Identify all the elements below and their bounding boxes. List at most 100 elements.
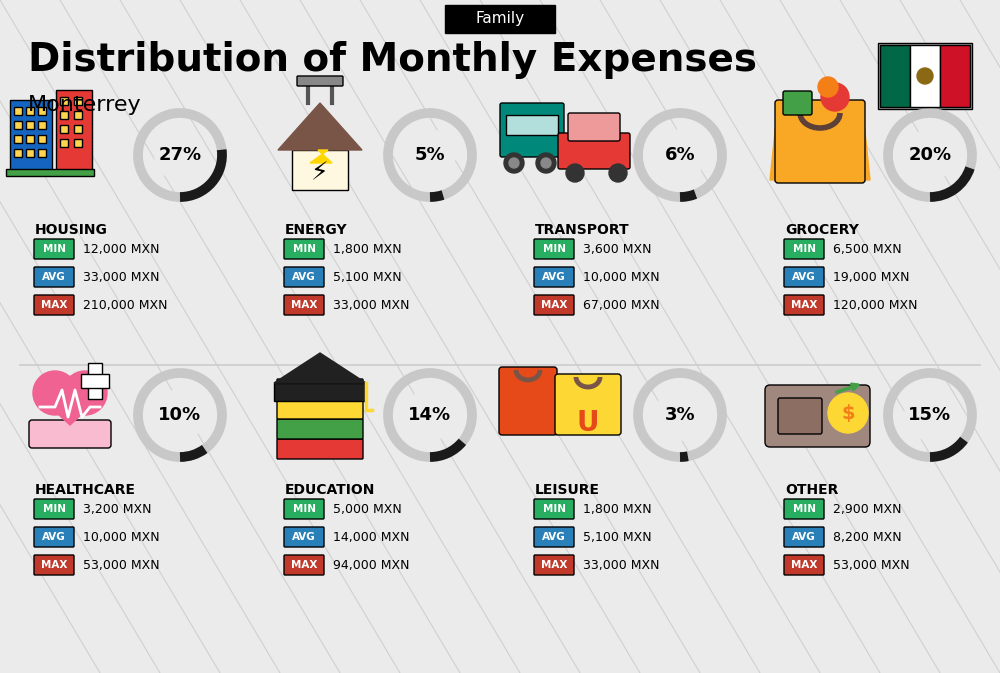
- Text: MIN: MIN: [542, 504, 566, 514]
- Text: MIN: MIN: [42, 504, 66, 514]
- FancyBboxPatch shape: [940, 45, 970, 107]
- FancyBboxPatch shape: [277, 399, 363, 419]
- FancyBboxPatch shape: [14, 121, 22, 129]
- Circle shape: [655, 130, 705, 180]
- FancyBboxPatch shape: [499, 367, 557, 435]
- FancyBboxPatch shape: [284, 499, 324, 519]
- Text: 1,800 MXN: 1,800 MXN: [333, 242, 402, 256]
- Text: 53,000 MXN: 53,000 MXN: [833, 559, 910, 571]
- Text: 5,100 MXN: 5,100 MXN: [583, 530, 652, 544]
- FancyBboxPatch shape: [910, 45, 940, 107]
- FancyBboxPatch shape: [284, 555, 324, 575]
- Circle shape: [405, 130, 455, 180]
- Text: 5%: 5%: [415, 146, 445, 164]
- Circle shape: [405, 390, 455, 440]
- FancyBboxPatch shape: [274, 383, 366, 401]
- FancyBboxPatch shape: [506, 115, 558, 135]
- FancyBboxPatch shape: [784, 295, 824, 315]
- Text: 120,000 MXN: 120,000 MXN: [833, 299, 918, 312]
- Text: 14,000 MXN: 14,000 MXN: [333, 530, 410, 544]
- Circle shape: [818, 77, 838, 97]
- FancyBboxPatch shape: [14, 135, 22, 143]
- FancyBboxPatch shape: [34, 527, 74, 547]
- Circle shape: [905, 390, 955, 440]
- Circle shape: [566, 164, 584, 182]
- FancyBboxPatch shape: [34, 295, 74, 315]
- Text: Monterrey: Monterrey: [28, 95, 142, 115]
- Circle shape: [33, 371, 77, 415]
- Text: 12,000 MXN: 12,000 MXN: [83, 242, 160, 256]
- Circle shape: [609, 164, 627, 182]
- Circle shape: [63, 371, 107, 415]
- Text: AVG: AVG: [542, 272, 566, 282]
- Text: ENERGY: ENERGY: [285, 223, 348, 237]
- FancyBboxPatch shape: [534, 527, 574, 547]
- Text: 3,600 MXN: 3,600 MXN: [583, 242, 652, 256]
- Text: MAX: MAX: [791, 300, 817, 310]
- Text: ⚡: ⚡: [311, 161, 329, 185]
- FancyBboxPatch shape: [778, 398, 822, 434]
- FancyBboxPatch shape: [878, 43, 972, 109]
- FancyBboxPatch shape: [6, 169, 94, 176]
- Text: 5,100 MXN: 5,100 MXN: [333, 271, 402, 283]
- Text: MIN: MIN: [292, 504, 316, 514]
- FancyBboxPatch shape: [765, 385, 870, 447]
- Text: $: $: [841, 404, 855, 423]
- FancyBboxPatch shape: [74, 111, 82, 119]
- FancyBboxPatch shape: [784, 267, 824, 287]
- FancyBboxPatch shape: [277, 419, 363, 439]
- FancyBboxPatch shape: [14, 107, 22, 115]
- FancyBboxPatch shape: [10, 100, 52, 170]
- Text: EDUCATION: EDUCATION: [285, 483, 375, 497]
- Text: HOUSING: HOUSING: [35, 223, 108, 237]
- FancyBboxPatch shape: [292, 150, 348, 190]
- Text: MAX: MAX: [791, 560, 817, 570]
- FancyBboxPatch shape: [74, 97, 82, 105]
- Circle shape: [828, 393, 868, 433]
- Text: U: U: [577, 409, 599, 437]
- Text: MIN: MIN: [292, 244, 316, 254]
- Circle shape: [905, 130, 955, 180]
- Text: 6,500 MXN: 6,500 MXN: [833, 242, 902, 256]
- Text: MIN: MIN: [42, 244, 66, 254]
- Text: 210,000 MXN: 210,000 MXN: [83, 299, 168, 312]
- Polygon shape: [310, 150, 332, 163]
- Circle shape: [541, 158, 551, 168]
- FancyBboxPatch shape: [60, 139, 68, 147]
- Circle shape: [821, 83, 849, 111]
- Text: 94,000 MXN: 94,000 MXN: [333, 559, 410, 571]
- Text: AVG: AVG: [42, 532, 66, 542]
- FancyBboxPatch shape: [38, 121, 46, 129]
- FancyBboxPatch shape: [38, 149, 46, 157]
- FancyBboxPatch shape: [534, 267, 574, 287]
- FancyBboxPatch shape: [60, 125, 68, 133]
- Text: 5,000 MXN: 5,000 MXN: [333, 503, 402, 516]
- FancyBboxPatch shape: [784, 239, 824, 259]
- FancyBboxPatch shape: [34, 239, 74, 259]
- FancyBboxPatch shape: [784, 555, 824, 575]
- Text: AVG: AVG: [292, 532, 316, 542]
- FancyBboxPatch shape: [558, 133, 630, 169]
- FancyBboxPatch shape: [568, 113, 620, 141]
- Circle shape: [917, 68, 933, 84]
- Text: 33,000 MXN: 33,000 MXN: [83, 271, 160, 283]
- Text: AVG: AVG: [292, 272, 316, 282]
- FancyBboxPatch shape: [26, 149, 34, 157]
- Circle shape: [155, 130, 205, 180]
- FancyBboxPatch shape: [784, 499, 824, 519]
- FancyBboxPatch shape: [26, 135, 34, 143]
- FancyBboxPatch shape: [775, 100, 865, 183]
- FancyBboxPatch shape: [74, 125, 82, 133]
- Text: AVG: AVG: [792, 272, 816, 282]
- Text: 6%: 6%: [665, 146, 695, 164]
- FancyBboxPatch shape: [534, 499, 574, 519]
- FancyBboxPatch shape: [60, 111, 68, 119]
- Polygon shape: [278, 103, 362, 150]
- Text: MAX: MAX: [291, 560, 317, 570]
- FancyBboxPatch shape: [34, 555, 74, 575]
- Text: Distribution of Monthly Expenses: Distribution of Monthly Expenses: [28, 41, 757, 79]
- Text: 8,200 MXN: 8,200 MXN: [833, 530, 902, 544]
- Text: MIN: MIN: [542, 244, 566, 254]
- Text: Family: Family: [475, 11, 525, 26]
- Text: LEISURE: LEISURE: [535, 483, 600, 497]
